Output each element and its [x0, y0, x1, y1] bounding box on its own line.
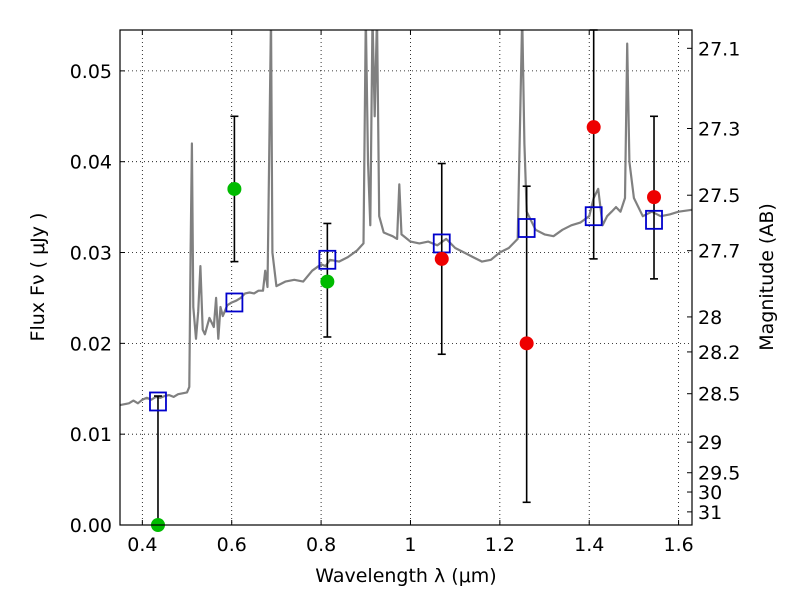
y2-tick-label: 28.5 [698, 384, 740, 406]
observed-point [434, 251, 449, 266]
spectrum-layer [120, 30, 692, 407]
model-point [517, 218, 536, 238]
y2-axis-title: Magnitude (AB) [756, 203, 778, 351]
y-tick-label: 0.02 [70, 333, 112, 355]
model-point [584, 206, 603, 227]
x-axis: 0.4 0.6 0.8 1 1.2 1.4 1.6 [127, 30, 694, 556]
plot-frame [119, 29, 693, 526]
plot-background [120, 30, 692, 525]
model-point [645, 209, 663, 230]
y-tick-label: 0.05 [70, 61, 112, 83]
spectrum-line [120, 30, 692, 407]
model-point [149, 391, 167, 412]
y2-tick-label: 27.7 [698, 241, 740, 263]
x-tick-label: 1.2 [485, 534, 515, 556]
y2-tick-label: 28 [698, 307, 722, 329]
y2-tick-label: 27.5 [698, 185, 740, 207]
y-tick-label: 0.00 [70, 515, 112, 537]
x-tick-label: 1.6 [663, 534, 693, 556]
x-tick-label: 0.6 [217, 534, 247, 556]
y2-tick-label: 28.2 [698, 342, 740, 364]
y2-tick-label: 31 [698, 502, 722, 524]
y2-tick-label: 29 [698, 432, 722, 454]
y2-tick-label: 27.3 [698, 119, 740, 141]
model-point [225, 292, 244, 313]
y-axis: 0.00 0.01 0.02 0.03 0.04 0.05 [70, 61, 125, 537]
observed-point-layer [150, 120, 662, 532]
y2-tick-label: 27.1 [698, 38, 740, 60]
observed-point [227, 181, 242, 196]
x-tick-label: 1.4 [574, 534, 604, 556]
observed-point [519, 336, 534, 351]
y2-tick-label: 29.5 [698, 463, 740, 485]
observed-point [320, 274, 335, 289]
x-tick-label: 1 [404, 534, 416, 556]
observed-point [586, 120, 601, 135]
observed-point [647, 190, 662, 205]
x-tick-label: 0.8 [306, 534, 336, 556]
y-axis-title: Flux Fν ( μJy ) [27, 213, 49, 342]
model-point [318, 249, 337, 270]
y-tick-label: 0.04 [70, 152, 112, 174]
y2-tick-label: 30 [698, 482, 722, 504]
y-tick-label: 0.01 [70, 424, 112, 446]
x-tick-label: 0.4 [127, 534, 157, 556]
x-axis-title: Wavelength λ (μm) [315, 565, 496, 587]
y-tick-label: 0.03 [70, 243, 112, 265]
